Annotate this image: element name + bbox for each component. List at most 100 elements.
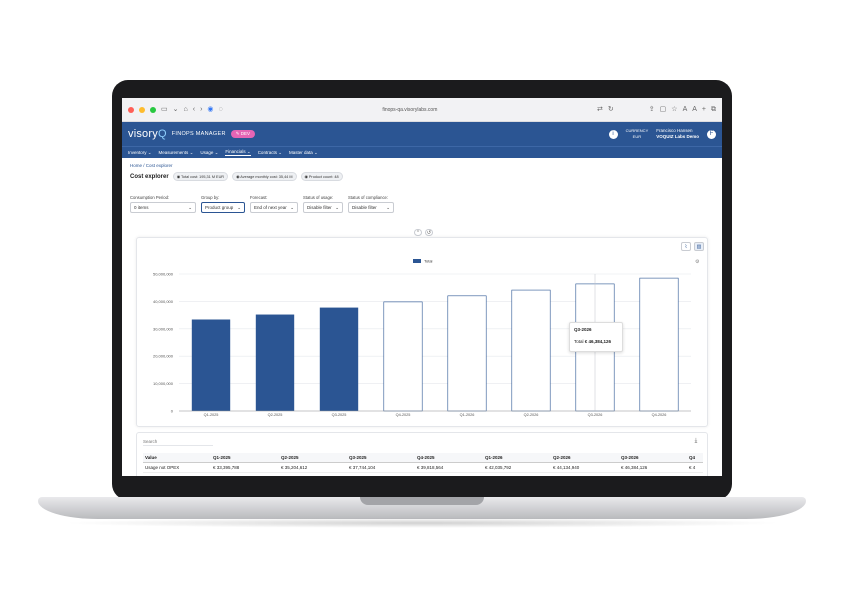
table-row: Usage not OPEX € 33,395,788 € 35,204,612… [143,462,703,473]
filter-bar: Consumption Period: 0 items ⌄ Group by: P… [122,181,722,213]
currency-selector[interactable]: CURRENCY EUR [625,128,649,139]
nav-item-measurements[interactable]: Measurements ⌄ [158,149,194,155]
minimize-window-button[interactable] [139,106,145,113]
forecast-filter: Forecast: End of next year ⌄ [250,195,298,213]
back-icon[interactable]: ‹ [192,106,196,113]
address-bar[interactable]: finops-qa.visorylabs.com [382,106,438,113]
x-tick-label: Q3-2025 [332,413,347,417]
forward-icon[interactable]: › [200,106,203,113]
tabs-overview-icon[interactable]: ⧉ [711,106,716,113]
x-tick-label: Q2-2025 [268,413,283,417]
table-cell: € 35,204,612 [279,462,347,473]
settings-icon[interactable]: ⚙ [695,259,700,265]
maximize-window-button[interactable] [150,106,156,113]
usage-status-select[interactable]: Disable filter ⌄ [303,202,343,213]
x-tick-label: Q1-2025 [204,413,219,417]
x-tick-label: Q2-2026 [524,413,539,417]
chart-tooltip: Q3-2026 Total € 46,384,126 [569,322,623,352]
average-cost-badge: ◉ Average monthly cost: 35,44 M [232,172,297,181]
cost-table: Value Q1-2025 Q2-2025 Q3-2025 Q4-2025 Q1… [143,453,703,473]
column-header[interactable]: Q2-2026 [551,453,619,463]
tooltip-value: Total € 46,384,126 [574,339,612,344]
y-tick-label: 40,000,000 [153,299,174,304]
y-tick-label: 0 [171,409,174,414]
collapse-filters-button[interactable]: ⌃ [414,229,422,236]
app-logo[interactable]: visoryQ [128,128,167,140]
compliance-status-select[interactable]: Disable filter ⌄ [348,202,394,213]
nav-item-master-data[interactable]: Master data ⌄ [288,149,318,155]
x-tick-label: Q1-2026 [460,413,475,417]
chevron-down-icon: ⌄ [237,204,241,210]
chevron-down-icon: ⌄ [188,204,192,210]
text-smaller-icon[interactable]: A [682,106,688,113]
nav-item-inventory[interactable]: Inventory ⌄ [128,149,152,155]
y-tick-label: 20,000,000 [153,354,174,359]
reader-icon[interactable]: ◌ [218,106,223,113]
translate-icon[interactable]: ⇄ [597,106,603,113]
chevron-down-icon[interactable]: ⌄ [172,106,179,113]
download-icon[interactable]: ⤓ [694,438,698,444]
nav-item-financials[interactable]: Financials ⌄ [225,149,251,156]
bar-q4-2025 [383,301,423,412]
share-icon[interactable]: ⇪ [648,106,655,113]
bar-q1-2025 [191,319,231,411]
star-icon[interactable]: ☆ [671,106,678,113]
browser-toolbar: ▭ ⌄ ⌂ ‹ › ◉ ◌ finops-qa.visorylabs.com ⇄… [122,98,722,122]
bookmark-icon[interactable]: ▢ [659,106,667,113]
table-cell: € 46,384,126 [619,462,687,473]
forecast-select[interactable]: End of next year ⌄ [250,202,298,213]
line-chart-toggle[interactable]: ⌇ [681,242,691,251]
column-header[interactable]: Value [143,453,211,463]
sidebar-icon[interactable]: ▭ [161,106,168,113]
table-cell: € 42,035,792 [483,462,551,473]
bar-chart-toggle[interactable]: ▥ [694,242,704,251]
table-cell: Usage not OPEX [143,462,211,473]
column-header[interactable]: Q2-2025 [279,453,347,463]
consumption-period-select[interactable]: 0 items ⌄ [130,202,196,213]
bar-q3-2025 [319,307,359,411]
table-cell: € 37,744,104 [347,462,415,473]
new-tab-icon[interactable]: + [701,106,706,113]
chevron-down-icon: ⌄ [386,204,390,210]
reset-filters-button[interactable]: ↺ [425,229,433,236]
main-nav: Inventory ⌄ Measurements ⌄ Usage ⌄ Finan… [122,146,722,158]
info-icon[interactable]: i [608,129,618,139]
user-info[interactable]: Francisco Hansen VOQUIZ Labs Demo [656,128,699,139]
reload-icon[interactable]: ↻ [607,106,614,113]
y-tick-label: 50,000,000 [153,272,174,277]
column-header[interactable]: Q4-2025 [415,453,483,463]
app-header: visoryQ FINOPS MANAGER ✎ DEV i CURRENCY … [122,122,722,146]
avatar[interactable]: F [707,129,716,139]
usage-status-filter: Status of usage: Disable filter ⌄ [303,195,343,213]
page-title: Cost explorer [130,173,169,180]
text-larger-icon[interactable]: A [692,106,697,113]
laptop-shadow [60,518,784,528]
x-tick-label: Q3-2026 [588,413,603,417]
product-count-badge: ◉ Product count: 48 [300,172,343,181]
column-header[interactable]: Q3-2026 [619,453,687,463]
y-tick-label: 10,000,000 [153,381,174,386]
chart-card: ⌇ ▥ ⚙ 0 10,000,000 20,000,000 30,000,000 40,… [136,237,708,427]
table-search-input[interactable] [143,437,213,446]
screen: ▭ ⌄ ⌂ ‹ › ◉ ◌ finops-qa.visorylabs.com ⇄… [122,98,722,476]
nav-item-contracts[interactable]: Contracts ⌄ [257,149,282,155]
group-by-filter: Group by: Product group ⌄ [201,195,245,213]
consumption-period-filter: Consumption Period: 0 items ⌄ [130,195,196,213]
column-header[interactable]: Q1-2025 [211,453,279,463]
home-icon[interactable]: ⌂ [183,106,188,113]
group-by-select[interactable]: Product group ⌄ [201,202,245,213]
x-tick-label: Q4-2025 [396,413,411,417]
close-window-button[interactable] [128,106,134,113]
column-header[interactable]: Q4 [687,453,703,463]
column-header[interactable]: Q3-2025 [347,453,415,463]
bar-chart: 0 10,000,000 20,000,000 30,000,000 40,000,00… [153,259,691,417]
shield-icon[interactable]: ◉ [207,106,214,113]
nav-item-usage[interactable]: Usage ⌄ [200,149,219,155]
breadcrumb[interactable]: Home / Cost explorer [130,163,173,168]
column-header[interactable]: Q1-2026 [483,453,551,463]
tooltip-category: Q3-2026 [574,327,592,332]
legend-label: Total [424,259,433,264]
table-cell: € 4 [687,462,703,473]
laptop-notch [360,497,484,505]
laptop-base [38,497,806,519]
